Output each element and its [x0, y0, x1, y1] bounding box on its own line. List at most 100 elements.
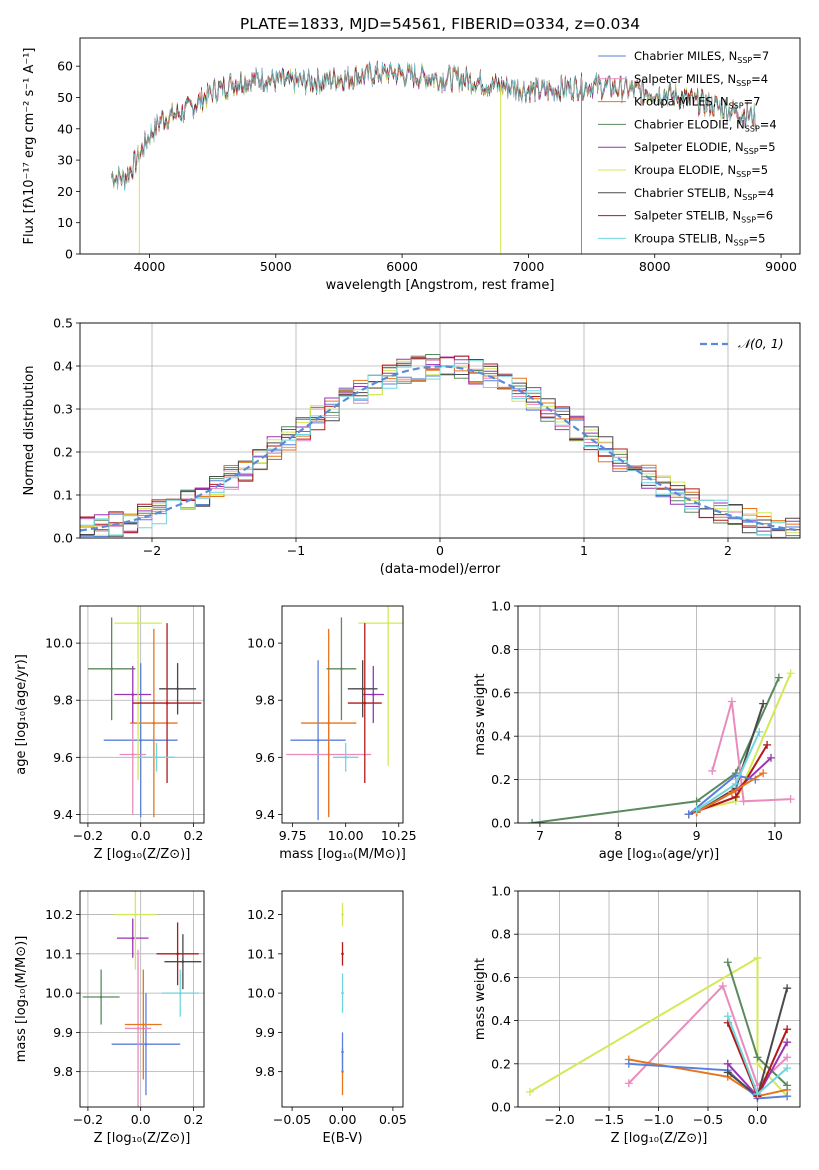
x-tick-label: 0: [436, 543, 444, 558]
legend-entry-name: Salpeter MILES: [634, 72, 720, 86]
x-tick-label: 9.75: [279, 828, 307, 843]
legend-entry: Chabrier STELIB, NSSP=4: [634, 186, 774, 202]
x-axis-label: (data-model)/error: [380, 562, 501, 577]
legend-entry: Kroupa ELODIE, NSSP=5: [634, 163, 768, 179]
plus-marker: [759, 769, 768, 778]
y-axis-label: mass weight: [473, 958, 488, 1040]
y-tick-label: 10.0: [247, 636, 275, 651]
x-axis-label: Z [log₁₀(Z/Z⊙)]: [611, 1131, 708, 1146]
plus-marker: [786, 669, 795, 678]
x-axis-label: Z [log₁₀(Z/Z⊙)]: [94, 1131, 191, 1146]
axes-frame: [79, 890, 205, 1108]
plus-marker: [727, 788, 736, 797]
x-tick-label: 0.00: [329, 1112, 357, 1127]
y-tick-label: 0.2: [491, 1056, 511, 1071]
data-point: [340, 667, 343, 671]
legend-sep: , N: [721, 49, 737, 63]
y-tick-label: 0.4: [491, 729, 511, 744]
y-tick-label: 0.8: [491, 642, 511, 657]
y-axis-label: mass [log₁₀(M/M⊙)]: [14, 936, 29, 1063]
plus-marker: [783, 1081, 792, 1090]
data-point: [341, 913, 344, 916]
legend-entry-n: =6: [756, 209, 773, 223]
y-tick-label: 0.5: [53, 316, 73, 331]
x-tick-label: 0.0: [131, 828, 151, 843]
y-tick-label: 9.4: [53, 807, 73, 822]
y-tick-label: 0.2: [53, 445, 73, 460]
data-point: [361, 687, 364, 691]
series-line: [711, 701, 791, 803]
x-tick-label: −1: [287, 543, 305, 558]
plus-marker: [723, 1059, 732, 1068]
legend-sep: , N: [720, 72, 736, 86]
legend-entry: Salpeter ELODIE, NSSP=5: [634, 140, 776, 156]
legend-entry: Chabrier MILES, NSSP=7: [634, 49, 769, 65]
y-tick-label: 0.2: [491, 772, 511, 787]
legend-sep: , N: [726, 186, 742, 200]
plot-area: [80, 354, 800, 538]
y-tick-label: 9.9: [255, 1025, 275, 1040]
y-tick-label: 30: [57, 153, 73, 168]
y-tick-label: 0.0: [53, 531, 73, 546]
y-tick-label: 0: [65, 247, 73, 262]
legend-sub: SSP: [742, 193, 757, 202]
x-tick-label: 6000: [386, 259, 418, 274]
panel-mass_weight_vs_Z: −2.0 −1.5 −1.0 −0.5 0.0 0.0 0.2 0.4 0.6 0.8 1.0 Z […: [473, 884, 801, 1146]
legend-entry: Salpeter MILES, NSSP=4: [634, 72, 768, 88]
legend-entry-n: =4: [757, 186, 774, 200]
plus-marker: [767, 753, 776, 762]
plus-marker: [528, 819, 537, 823]
data-point: [155, 756, 158, 759]
y-axis-label: age [log₁₀(age/yr)]: [14, 654, 29, 775]
x-axis-label: Z [log₁₀(Z/Z⊙)]: [94, 847, 191, 862]
data-point: [176, 687, 179, 691]
data-point: [344, 756, 347, 759]
y-tick-label: 40: [57, 121, 73, 136]
axes-frame: [79, 37, 801, 255]
plus-marker: [783, 1064, 792, 1073]
data-point: [363, 701, 367, 705]
plus-marker: [783, 984, 792, 993]
legend-entry: Chabrier ELODIE, NSSP=4: [634, 117, 777, 133]
x-tick-label: −2: [143, 543, 161, 558]
y-tick-label: 10.2: [247, 907, 275, 922]
y-tick-label: 1.0: [491, 599, 511, 614]
data-point: [142, 1023, 145, 1026]
plus-marker: [718, 982, 727, 991]
x-tick-label: 0.05: [379, 1112, 407, 1127]
series-line: [531, 677, 780, 823]
plot-area: [341, 902, 344, 1096]
plus-marker: [624, 1059, 633, 1068]
plus-marker: [723, 1012, 732, 1021]
y-tick-label: 10: [57, 215, 73, 230]
x-tick-label: 0.2: [184, 1112, 204, 1127]
plus-marker: [753, 953, 762, 962]
histogram-step: [80, 358, 800, 538]
y-tick-label: 0.3: [53, 402, 73, 417]
series-line: [628, 1058, 788, 1098]
data-point: [316, 738, 320, 742]
axes-frame: [79, 605, 205, 824]
x-tick-label: 10: [767, 828, 783, 843]
legend-entry-n: =5: [749, 231, 766, 245]
series-line: [696, 703, 765, 813]
y-axis-label: Flux [fλ10⁻¹⁷ erg cm⁻² s⁻¹ A⁻¹]: [22, 48, 37, 245]
y-tick-label: 10.2: [45, 907, 73, 922]
series-line: [696, 672, 792, 811]
normal-curve: [80, 365, 800, 532]
y-tick-label: 9.8: [255, 1064, 275, 1079]
legend-entry-name: Kroupa ELODIE: [634, 163, 720, 177]
y-tick-label: 9.6: [53, 750, 73, 765]
y-tick-label: 0.4: [53, 359, 73, 374]
x-tick-label: 10.25: [381, 828, 417, 843]
x-tick-label: −0.05: [273, 1112, 311, 1127]
plot-area: [82, 891, 202, 1107]
legend-entry-n: =7: [744, 95, 761, 109]
histogram-step: [80, 355, 800, 538]
data-point: [341, 1050, 344, 1054]
legend-entry: Kroupa MILES, NSSP=7: [634, 95, 761, 111]
legend-sep: , N: [713, 95, 729, 109]
legend-sub: SSP: [736, 170, 751, 179]
x-tick-label: 7: [536, 828, 544, 843]
